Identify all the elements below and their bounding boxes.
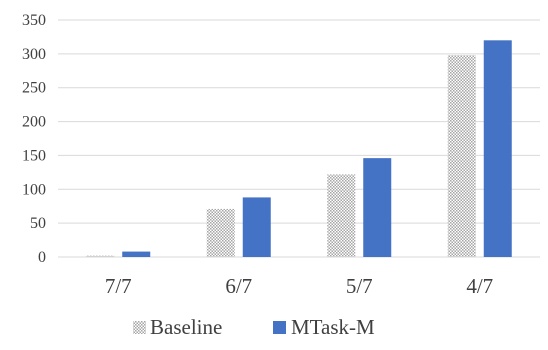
bar-baseline-7-7: [86, 255, 115, 257]
y-tick-label: 250: [22, 80, 46, 97]
y-axis-ticks: 0 50 100 150 200 250 300 350: [22, 12, 46, 266]
y-tick-label: 100: [22, 181, 46, 198]
bar-mtask-7-7: [122, 251, 151, 257]
x-tick-label: 5/7: [346, 274, 373, 298]
bar-mtask-5-7: [363, 158, 392, 257]
legend-label-mtask: MTask-M: [291, 315, 375, 339]
x-axis-ticks: 7/7 6/7 5/7 4/7: [105, 274, 493, 298]
y-tick-label: 300: [22, 46, 46, 63]
legend: Baseline MTask-M: [133, 315, 375, 339]
bars: [86, 40, 512, 258]
legend-swatch-baseline: [133, 321, 146, 334]
legend-label-baseline: Baseline: [150, 315, 222, 339]
bar-mtask-4-7: [483, 40, 512, 257]
legend-swatch-mtask: [273, 321, 286, 334]
bar-baseline-4-7: [447, 55, 476, 258]
bar-mtask-6-7: [242, 197, 271, 257]
y-tick-label: 350: [22, 12, 46, 29]
x-tick-label: 7/7: [105, 274, 132, 298]
bar-baseline-5-7: [327, 174, 356, 257]
x-tick-label: 4/7: [466, 274, 493, 298]
y-tick-label: 200: [22, 114, 46, 131]
x-tick-label: 6/7: [225, 274, 252, 298]
bar-baseline-6-7: [206, 208, 235, 257]
y-tick-label: 150: [22, 147, 46, 164]
gridlines: [58, 19, 540, 258]
y-tick-label: 0: [38, 249, 46, 266]
y-tick-label: 50: [30, 215, 46, 232]
